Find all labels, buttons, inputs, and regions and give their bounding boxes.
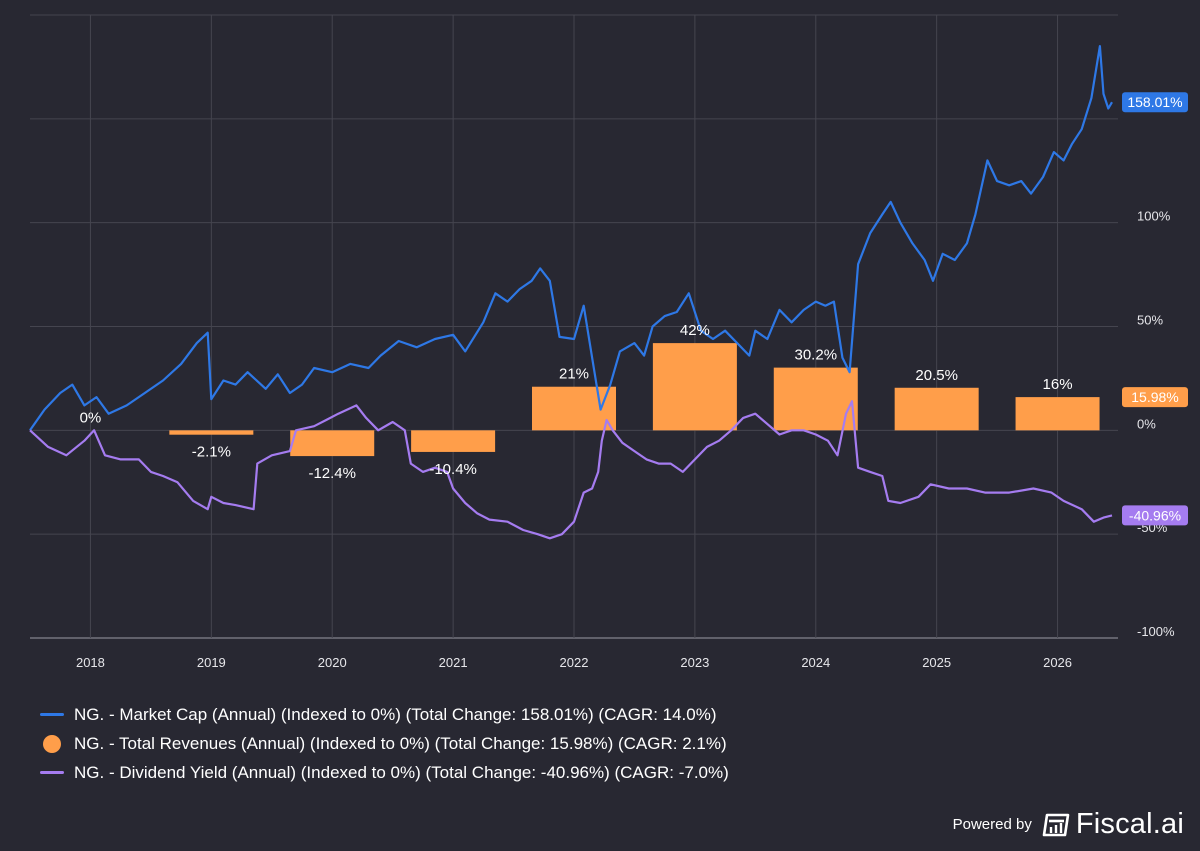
x-tick-label: 2025 [922,655,951,670]
end-label-text: -40.96% [1129,507,1181,523]
revenue-bar [894,387,979,431]
bar-value-label: -2.1% [192,444,231,461]
brand-name: Fiscal.ai [1075,808,1184,840]
bar-value-label: 16% [1043,376,1073,393]
market-cap-line [29,45,1113,431]
end-label-text: 15.98% [1131,389,1178,405]
bar-value-label: 0% [80,409,102,426]
x-tick-label: 2020 [318,655,347,670]
chart-canvas: 0% -2.1% -12.4% -10.4% 21% 42% 30.2% 20.5% 16% 2… [29,14,1188,670]
revenue-bar [1015,397,1100,431]
end-label-text: 158.01% [1127,94,1182,110]
revenue-bar [652,343,737,431]
x-tick-label: 2026 [1043,655,1072,670]
legend-item-total-revenues[interactable]: NG. - Total Revenues (Annual) (Indexed t… [40,729,729,758]
grid [30,14,1118,639]
revenue-bar [290,430,375,457]
bar-value-label: 21% [559,366,589,383]
end-label-bg [1122,505,1188,526]
end-label-tag: 15.98% [1122,387,1188,408]
end-label-tag: -40.96% [1122,505,1188,526]
legend-item-dividend-yield[interactable]: NG. - Dividend Yield (Annual) (Indexed t… [40,758,729,787]
legend-swatch-total-revenues [43,734,61,753]
fiscal-logo-icon [1042,813,1070,836]
legend-swatch-dividend-yield [40,771,64,774]
bar-value-label: 20.5% [915,367,958,384]
legend-swatch-market-cap [40,713,64,716]
x-tick-label: 2018 [76,655,105,670]
legend-label-total-revenues: NG. - Total Revenues (Annual) (Indexed t… [74,733,727,753]
y-tick-label: 100% [1137,209,1171,224]
bar-value-label: 42% [680,322,710,339]
end-labels: 158.01% 15.98% -40.96% [1122,92,1188,526]
legend-label-dividend-yield: NG. - Dividend Yield (Annual) (Indexed t… [74,762,729,782]
bar-value-label: 30.2% [795,347,838,364]
y-tick-label: 0% [1137,416,1156,431]
bar-value-label: -10.4% [429,461,477,478]
x-tick-label: 2024 [801,655,830,670]
revenue-bar [169,430,254,435]
x-tick-label: 2023 [680,655,709,670]
revenue-bar [411,430,496,452]
series-lines [29,45,1113,540]
axis-labels: 2018 2019 2020 2021 2022 2023 2024 2025 2026 100%… [76,209,1175,670]
bar-value-label: -12.4% [308,465,356,482]
legend-item-market-cap[interactable]: NG. - Market Cap (Annual) (Indexed to 0%… [40,700,729,729]
branding[interactable]: Powered by Fiscal.ai [953,808,1184,841]
end-label-bg [1122,387,1188,408]
x-tick-label: 2022 [560,655,589,670]
revenue-bar [532,386,616,431]
x-tick-label: 2021 [439,655,468,670]
revenue-bars [169,343,1100,457]
bar-labels: 0% -2.1% -12.4% -10.4% 21% 42% 30.2% 20.5% 16% [80,322,1073,482]
legend-label-market-cap: NG. - Market Cap (Annual) (Indexed to 0%… [74,704,717,724]
dividend-yield-line [29,400,1113,540]
powered-by-text: Powered by [952,816,1032,833]
x-tick-label: 2019 [197,655,226,670]
end-label-bg [1122,92,1188,113]
end-label-tag: 158.01% [1122,92,1188,113]
y-tick-label: 50% [1137,313,1163,328]
legend: NG. - Market Cap (Annual) (Indexed to 0%… [40,700,729,787]
y-tick-label: -100% [1137,624,1175,639]
